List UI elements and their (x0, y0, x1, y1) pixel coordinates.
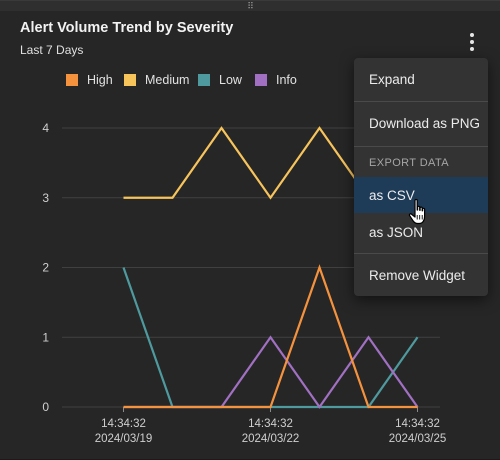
kebab-menu-icon[interactable] (462, 31, 482, 53)
y-tick-label: 4 (42, 121, 49, 135)
x-tick-label-date: 2024/03/19 (95, 433, 153, 445)
menu-item-as-csv[interactable]: as CSV (354, 177, 488, 213)
legend-label: High (87, 73, 113, 87)
menu-divider (354, 253, 488, 254)
x-tick-label-time: 14:34:32 (248, 418, 293, 430)
legend-swatch (198, 74, 210, 86)
x-tick-label-date: 2024/03/22 (242, 433, 300, 445)
x-tick-label-time: 14:34:32 (101, 418, 146, 430)
y-tick-label: 3 (42, 191, 49, 205)
legend-swatch (124, 74, 136, 86)
legend-item-info[interactable]: Info (255, 73, 297, 87)
legend-label: Info (276, 73, 297, 87)
menu-item-remove-widget[interactable]: Remove Widget (369, 267, 466, 283)
legend-item-high[interactable]: High (66, 73, 113, 87)
widget-title: Alert Volume Trend by Severity (20, 20, 234, 36)
legend-swatch (255, 74, 267, 86)
menu-divider (354, 146, 488, 147)
legend-item-medium[interactable]: Medium (124, 73, 189, 87)
legend-label: Medium (145, 73, 190, 87)
legend-swatch (66, 74, 78, 86)
menu-item-expand[interactable]: Expand (369, 71, 415, 87)
menu-section-export-data: EXPORT DATA (369, 157, 449, 169)
legend-label: Low (219, 73, 242, 87)
series-line-info (123, 335, 419, 409)
x-tick-label-time: 14:34:32 (395, 418, 440, 430)
y-tick-label: 1 (42, 330, 49, 344)
y-tick-label: 2 (42, 261, 49, 275)
widget-subtitle: Last 7 Days (20, 43, 84, 57)
menu-divider (354, 101, 488, 102)
series-line-medium (123, 126, 370, 200)
x-tick-label-date: 2024/03/25 (389, 433, 447, 445)
drag-handle-icon[interactable]: ⠿ (247, 1, 254, 11)
y-tick-label: 0 (42, 400, 49, 414)
drag-handle[interactable]: ⠿ (0, 1, 500, 11)
widget-context-menu: Expand Download as PNG EXPORT DATA as CS… (354, 58, 488, 296)
menu-item-download-png[interactable]: Download as PNG (369, 116, 481, 131)
series-line-high (123, 264, 418, 409)
hand-pointer-cursor-icon (408, 198, 426, 225)
legend-item-low[interactable]: Low (198, 73, 242, 87)
menu-item-as-json[interactable]: as JSON (369, 224, 424, 240)
